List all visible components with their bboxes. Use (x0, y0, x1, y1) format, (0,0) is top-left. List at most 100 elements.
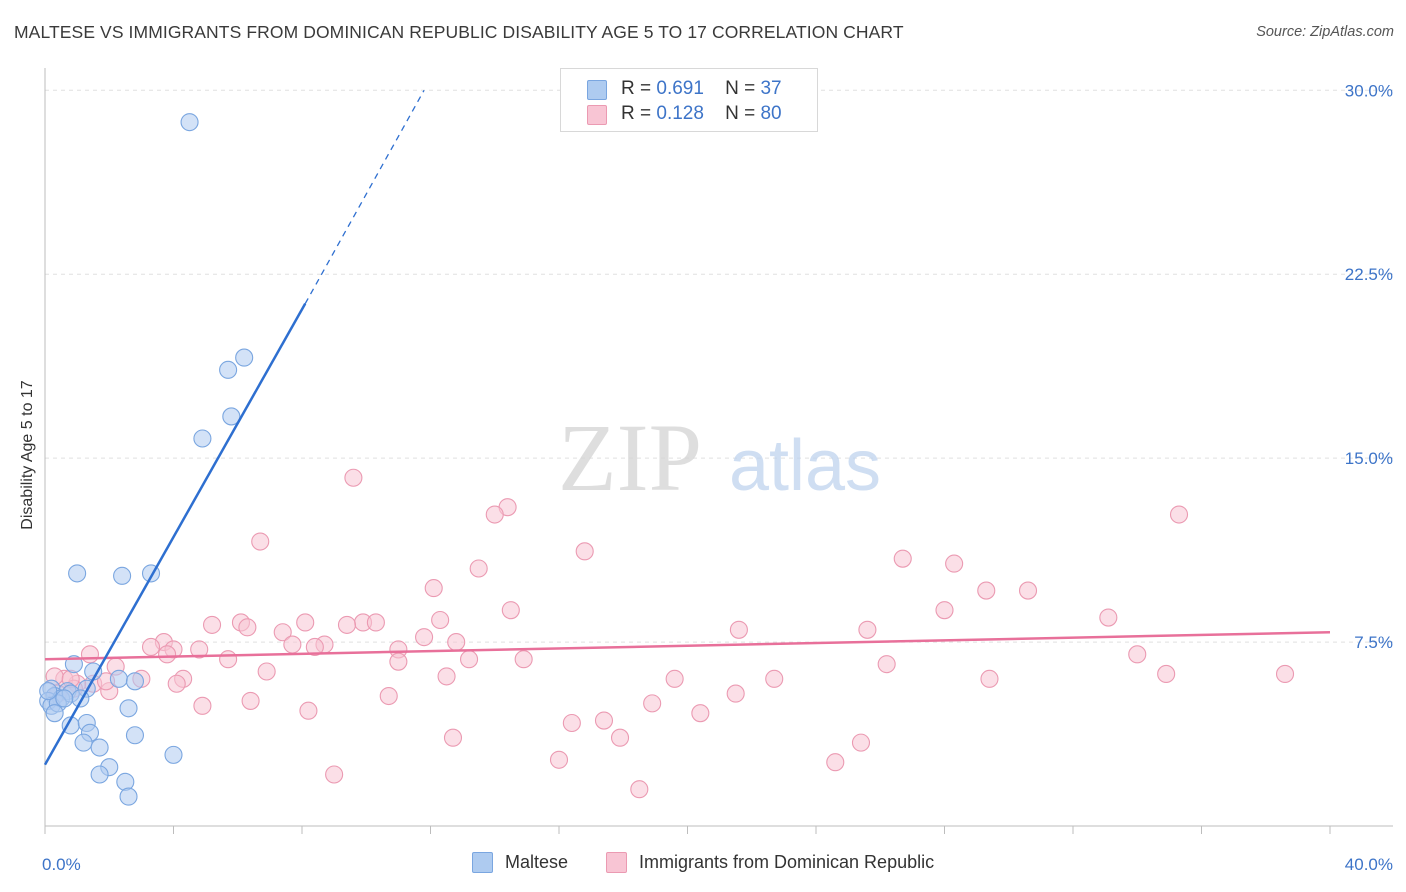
watermark-zip: ZIP (558, 404, 702, 511)
maltese-point (119, 787, 138, 806)
y-axis-label: Disability Age 5 to 17 (19, 380, 36, 530)
axes (44, 68, 1393, 834)
dominican-point (337, 615, 357, 634)
dominican-point (893, 549, 912, 568)
dominican-point (1157, 664, 1176, 683)
dominican-point (389, 652, 408, 671)
series-maltese-points (39, 113, 254, 806)
maltese-point (125, 672, 144, 691)
dominican-point (630, 780, 649, 799)
dominican-point (431, 610, 450, 630)
watermark: ZIP atlas (558, 404, 881, 511)
y-tick-label: 7.5% (1354, 633, 1393, 652)
dominican-point (447, 633, 466, 652)
dominican-point (251, 532, 270, 551)
dominican-point (945, 554, 964, 573)
dominican-point (167, 674, 186, 693)
dominican-point (1169, 505, 1189, 524)
dominican-point (514, 650, 533, 669)
dominican-point (851, 733, 871, 752)
x-tick-label: 40.0% (1345, 855, 1393, 874)
dominican-point (826, 753, 845, 772)
tick-labels: 7.5% 15.0% 22.5% 30.0% 0.0% 40.0% (42, 81, 1393, 874)
legend-label-dominican: Immigrants from Dominican Republic (639, 852, 935, 872)
maltese-point (219, 360, 238, 379)
maltese-point (90, 765, 109, 784)
maltese-point (74, 733, 93, 752)
maltese-point (90, 738, 109, 757)
dominican-point (575, 542, 594, 561)
dominican-point (190, 640, 209, 659)
legend-n-value: 37 (760, 78, 782, 99)
maltese-point (235, 348, 254, 367)
maltese-point (164, 745, 183, 764)
legend-n-value: 80 (760, 103, 782, 124)
trend-lines (43, 89, 1331, 766)
dominican-point (273, 623, 292, 642)
legend-swatch-dominican (606, 852, 627, 873)
source-label: Source: ZipAtlas.com (1256, 24, 1394, 40)
legend-r-value: 0.691 (656, 78, 704, 99)
dominican-point (437, 667, 456, 686)
dominican-point (594, 711, 614, 730)
dominican-point (501, 601, 520, 620)
maltese-point (119, 699, 138, 718)
legend-r-value: 0.128 (656, 103, 704, 124)
dominican-point (643, 694, 662, 713)
maltese-point (180, 113, 199, 132)
dominican-point (415, 628, 434, 647)
dominican-point (193, 696, 212, 715)
legend-label-maltese: Maltese (505, 852, 569, 872)
dominican-point (1018, 581, 1038, 600)
dominican-point (305, 637, 324, 657)
maltese-point (222, 407, 241, 426)
dominican-point (203, 615, 222, 634)
dominican-point (296, 613, 315, 632)
dominican-point (935, 601, 954, 620)
dominican-point (1128, 645, 1147, 664)
dominican-point (283, 635, 302, 654)
legend-r-label: R = (621, 103, 652, 124)
series-legend: Maltese Immigrants from Dominican Republ… (0, 852, 1406, 876)
dominican-point (610, 728, 630, 747)
dominican-point (241, 691, 260, 710)
dominican-point (726, 684, 745, 703)
trend-line-maltese (43, 303, 307, 766)
maltese-point (113, 566, 132, 585)
dominican-point (325, 765, 344, 784)
dominican-point (366, 613, 385, 632)
dominican-point (158, 645, 177, 664)
correlation-legend: R = 0.691 N = 37 R = 0.128 N = 80 (560, 68, 818, 132)
dominican-point (141, 637, 161, 657)
legend-item-maltese[interactable]: Maltese (472, 852, 568, 873)
maltese-point (193, 429, 212, 448)
dominican-point (729, 620, 748, 639)
dominican-point (379, 686, 398, 706)
dominican-point (219, 650, 238, 669)
dominican-point (765, 669, 784, 688)
dominican-point (665, 669, 684, 688)
gridlines (45, 89, 1393, 643)
maltese-point (109, 669, 128, 688)
y-tick-label: 22.5% (1345, 265, 1393, 284)
trend-line-dominican (44, 631, 1331, 661)
chart-title: MALTESE VS IMMIGRANTS FROM DOMINICAN REP… (14, 22, 904, 42)
dominican-point (549, 750, 569, 769)
dominican-point (877, 655, 896, 674)
y-tick-label: 30.0% (1345, 81, 1393, 100)
dominican-point (344, 468, 363, 487)
legend-n-label: N = (725, 103, 756, 124)
maltese-point (45, 704, 64, 723)
dominican-point (443, 728, 463, 747)
dominican-point (424, 579, 443, 598)
legend-item-dominican[interactable]: Immigrants from Dominican Republic (606, 852, 934, 873)
x-tick-label: 0.0% (42, 855, 81, 874)
series-dominican-points (45, 468, 1295, 799)
legend-r-label: R = (621, 78, 652, 99)
dominican-point (459, 650, 479, 669)
dominican-point (238, 618, 257, 637)
legend-swatch-blue (587, 80, 607, 100)
dominican-point (691, 704, 710, 723)
watermark-atlas: atlas (729, 426, 881, 506)
dominican-point (80, 645, 100, 664)
